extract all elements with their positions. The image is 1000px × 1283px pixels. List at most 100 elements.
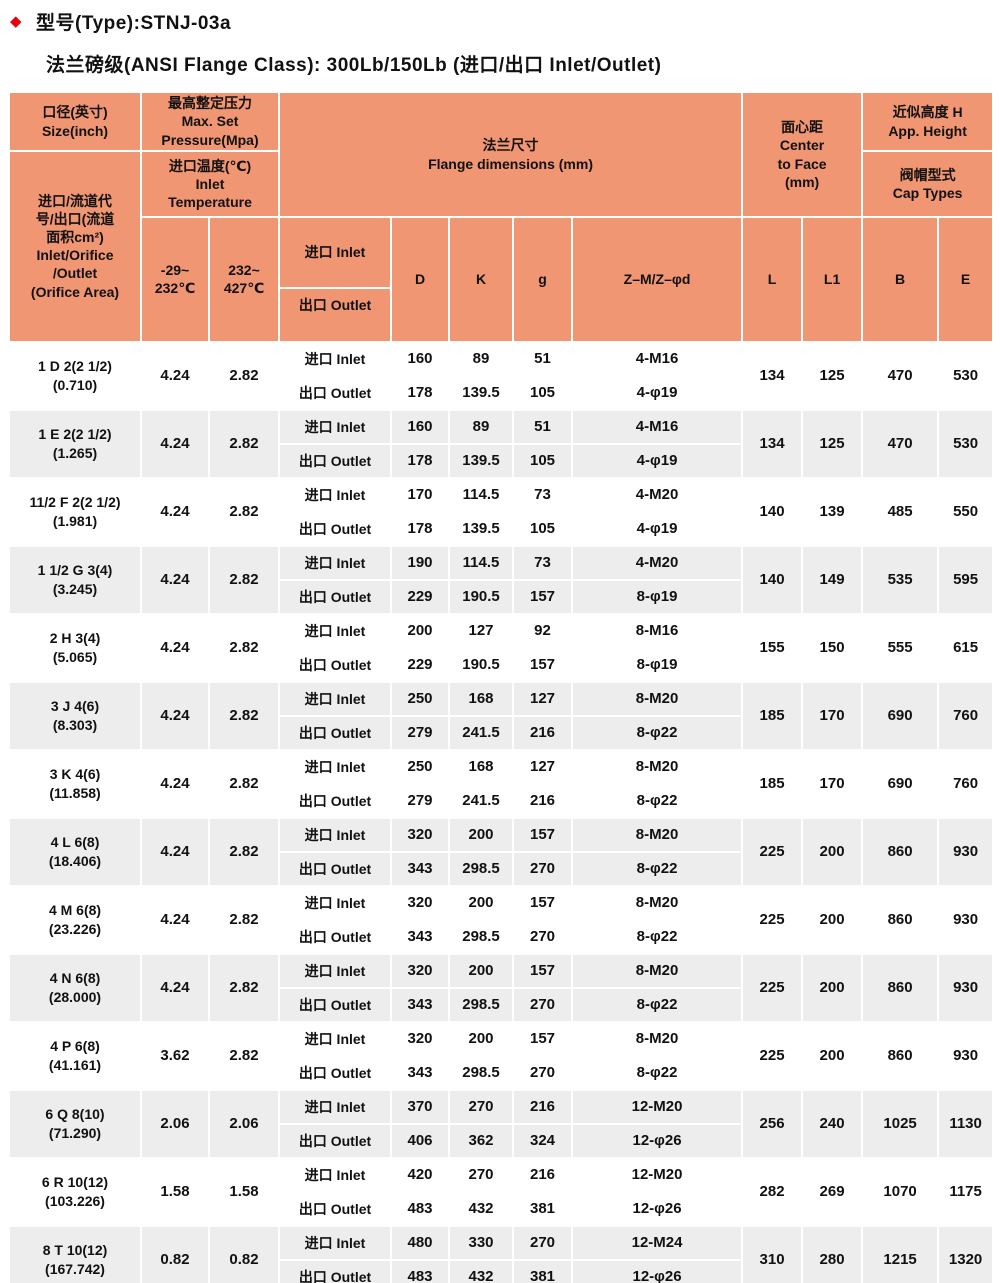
inlet-label-cell: 进口 Inlet <box>278 816 393 853</box>
size-cell: 3 J 4(6) (8.303) <box>8 680 142 751</box>
b-cell: 860 <box>861 884 940 955</box>
row-inlet: 4 L 6(8) (18.406) 4.24 2.82 进口 Inlet 320 200 1… <box>8 816 995 887</box>
outlet-g-cell: 105 <box>512 374 574 411</box>
header-inlet-label: 进口 Inlet <box>304 244 366 261</box>
e-cell: 1130 <box>937 1088 995 1159</box>
row-inlet: 6 Q 8(10) (71.290) 2.06 2.06 进口 Inlet 370 270… <box>8 1088 995 1159</box>
inlet-zm-cell: 8-M20 <box>571 884 744 921</box>
outlet-d-cell: 178 <box>390 374 451 411</box>
inlet-g-cell: 216 <box>512 1088 574 1125</box>
outlet-d-cell: 343 <box>390 1054 451 1091</box>
inlet-d-cell: 190 <box>390 544 451 581</box>
inlet-d-cell: 320 <box>390 952 451 989</box>
e-cell: 1320 <box>937 1224 995 1283</box>
e-cell: 760 <box>937 680 995 751</box>
l-cell: 140 <box>741 544 804 615</box>
outlet-k-cell: 298.5 <box>448 850 515 887</box>
b-cell: 485 <box>861 476 940 547</box>
row-inlet: 1 D 2(2 1/2) (0.710) 4.24 2.82 进口 Inlet 160 8… <box>8 340 995 411</box>
outlet-zm-cell: 8-φ22 <box>571 782 744 819</box>
l-cell: 185 <box>741 680 804 751</box>
pressure-high-cell: 2.82 <box>207 340 281 411</box>
outlet-k-cell: 241.5 <box>448 782 515 819</box>
pressure-high-cell: 2.82 <box>207 612 281 683</box>
outlet-k-cell: 432 <box>448 1258 515 1283</box>
outlet-k-cell: 139.5 <box>448 442 515 479</box>
b-cell: 860 <box>861 952 940 1023</box>
b-cell: 470 <box>861 408 940 479</box>
l1-cell: 200 <box>801 952 864 1023</box>
inlet-g-cell: 127 <box>512 680 574 717</box>
pressure-high-cell: 2.82 <box>207 408 281 479</box>
outlet-label-cell: 出口 Outlet <box>278 510 393 547</box>
l1-cell: 150 <box>801 612 864 683</box>
inlet-d-cell: 250 <box>390 680 451 717</box>
outlet-d-cell: 178 <box>390 510 451 547</box>
pressure-low-cell: 2.06 <box>140 1088 210 1159</box>
inlet-d-cell: 250 <box>390 748 451 785</box>
l-cell: 134 <box>741 408 804 479</box>
inlet-zm-cell: 12-M20 <box>571 1156 744 1193</box>
inlet-g-cell: 157 <box>512 952 574 989</box>
outlet-k-cell: 190.5 <box>448 578 515 615</box>
inlet-k-cell: 270 <box>448 1156 515 1193</box>
header-col-g: g <box>512 216 574 343</box>
inlet-k-cell: 89 <box>448 408 515 445</box>
header-col-e: E <box>937 216 995 343</box>
pressure-high-cell: 2.82 <box>207 680 281 751</box>
header-col-zm: Z–M/Z–φd <box>571 216 744 343</box>
e-cell: 930 <box>937 952 995 1023</box>
e-cell: 930 <box>937 816 995 887</box>
inlet-label-cell: 进口 Inlet <box>278 680 393 717</box>
inlet-zm-cell: 4-M20 <box>571 476 744 513</box>
outlet-zm-cell: 12-φ26 <box>571 1122 744 1159</box>
outlet-label-cell: 出口 Outlet <box>278 986 393 1023</box>
l-cell: 225 <box>741 884 804 955</box>
row-inlet: 4 N 6(8) (28.000) 4.24 2.82 进口 Inlet 320 200 1… <box>8 952 995 1023</box>
pressure-high-cell: 2.82 <box>207 748 281 819</box>
inlet-g-cell: 92 <box>512 612 574 649</box>
l-cell: 140 <box>741 476 804 547</box>
inlet-k-cell: 270 <box>448 1088 515 1125</box>
inlet-g-cell: 270 <box>512 1224 574 1261</box>
header-max-set-pressure: 最高整定压力 Max. Set Pressure(Mpa) <box>139 91 281 152</box>
outlet-zm-cell: 8-φ19 <box>571 578 744 615</box>
l1-cell: 269 <box>801 1156 864 1227</box>
l1-cell: 200 <box>801 884 864 955</box>
row-outlet: 出口 Outlet 406 362 324 12-φ26 <box>9 1122 993 1159</box>
pressure-low-cell: 3.62 <box>140 1020 210 1091</box>
inlet-zm-cell: 12-M24 <box>571 1224 744 1261</box>
pressure-low-cell: 1.58 <box>140 1156 210 1227</box>
b-cell: 690 <box>861 748 940 819</box>
inlet-g-cell: 127 <box>512 748 574 785</box>
inlet-d-cell: 160 <box>390 340 451 377</box>
pressure-high-cell: 2.82 <box>207 884 281 955</box>
row-outlet: 出口 Outlet 343 298.5 270 8-φ22 <box>9 1054 993 1091</box>
row-outlet: 出口 Outlet 343 298.5 270 8-φ22 <box>9 918 993 955</box>
outlet-k-cell: 298.5 <box>448 1054 515 1091</box>
outlet-label-cell: 出口 Outlet <box>278 850 393 887</box>
b-cell: 860 <box>861 1020 940 1091</box>
l1-cell: 149 <box>801 544 864 615</box>
outlet-g-cell: 105 <box>512 510 574 547</box>
row-inlet: 6 R 10(12) (103.226) 1.58 1.58 进口 Inlet 420 2… <box>8 1156 995 1227</box>
inlet-label-cell: 进口 Inlet <box>278 748 393 785</box>
inlet-g-cell: 157 <box>512 816 574 853</box>
l-cell: 225 <box>741 952 804 1023</box>
l1-cell: 170 <box>801 748 864 819</box>
outlet-label-cell: 出口 Outlet <box>278 1190 393 1227</box>
outlet-zm-cell: 12-φ26 <box>571 1258 744 1283</box>
l1-cell: 125 <box>801 340 864 411</box>
inlet-zm-cell: 8-M20 <box>571 748 744 785</box>
row-outlet: 出口 Outlet 279 241.5 216 8-φ22 <box>9 782 993 819</box>
header-col-b: B <box>861 216 940 343</box>
size-cell: 3 K 4(6) (11.858) <box>8 748 142 819</box>
pressure-high-cell: 2.82 <box>207 816 281 887</box>
outlet-k-cell: 139.5 <box>448 510 515 547</box>
inlet-g-cell: 157 <box>512 1020 574 1057</box>
outlet-g-cell: 216 <box>512 714 574 751</box>
inlet-g-cell: 216 <box>512 1156 574 1193</box>
inlet-d-cell: 200 <box>390 612 451 649</box>
inlet-zm-cell: 8-M20 <box>571 1020 744 1057</box>
